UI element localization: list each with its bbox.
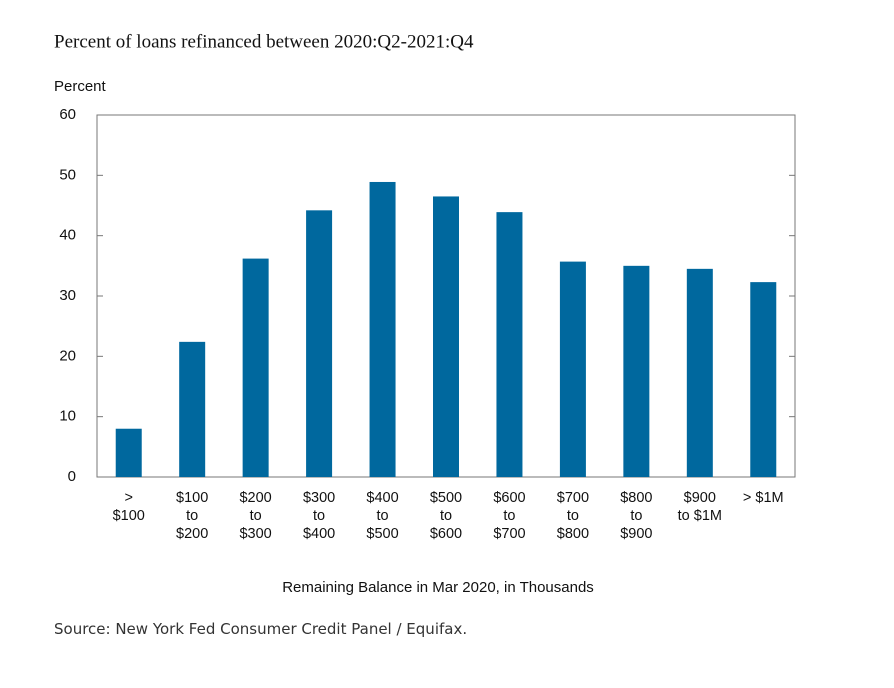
y-tick-label: 0: [68, 468, 76, 485]
x-tick-label: > $1M: [742, 490, 784, 506]
bar: [559, 261, 586, 477]
bar: [496, 212, 523, 478]
source-note: Source: New York Fed Consumer Credit Pan…: [54, 620, 468, 638]
y-tick-label: 10: [59, 408, 76, 425]
bar: [686, 268, 713, 477]
x-tick-label: $400 to $500: [366, 490, 399, 542]
bar: [179, 341, 206, 477]
x-tick-label: $500 to $600: [429, 490, 463, 542]
bar: [306, 210, 333, 477]
x-tick-label: $800 to $900: [620, 490, 653, 542]
x-tick-label: $700 to $800: [556, 490, 590, 542]
x-tick-label: > $100: [112, 490, 145, 524]
y-tick-label: 50: [59, 166, 76, 183]
x-tick-label: $900 to $1M: [677, 490, 722, 524]
y-tick-label: 30: [59, 287, 76, 304]
y-tick-label: 20: [59, 347, 76, 364]
bar: [433, 196, 459, 477]
x-tick-label: $300 to $400: [302, 490, 336, 542]
x-axis-label: Remaining Balance in Mar 2020, in Thousa…: [282, 579, 594, 596]
y-axis-label: Percent: [54, 78, 107, 95]
bar: [750, 282, 777, 477]
x-tick-label: $200 to $300: [239, 490, 272, 542]
y-tick-label: 40: [59, 227, 76, 244]
chart-title: Percent of loans refinanced between 2020…: [54, 31, 474, 52]
bar: [242, 258, 269, 477]
x-tick-label: $600 to $700: [493, 490, 526, 542]
bar: [115, 428, 142, 477]
x-tick-label: $100 to $200: [176, 490, 209, 542]
y-tick-label: 60: [59, 106, 76, 123]
bar: [623, 265, 650, 477]
bar: [369, 181, 396, 477]
